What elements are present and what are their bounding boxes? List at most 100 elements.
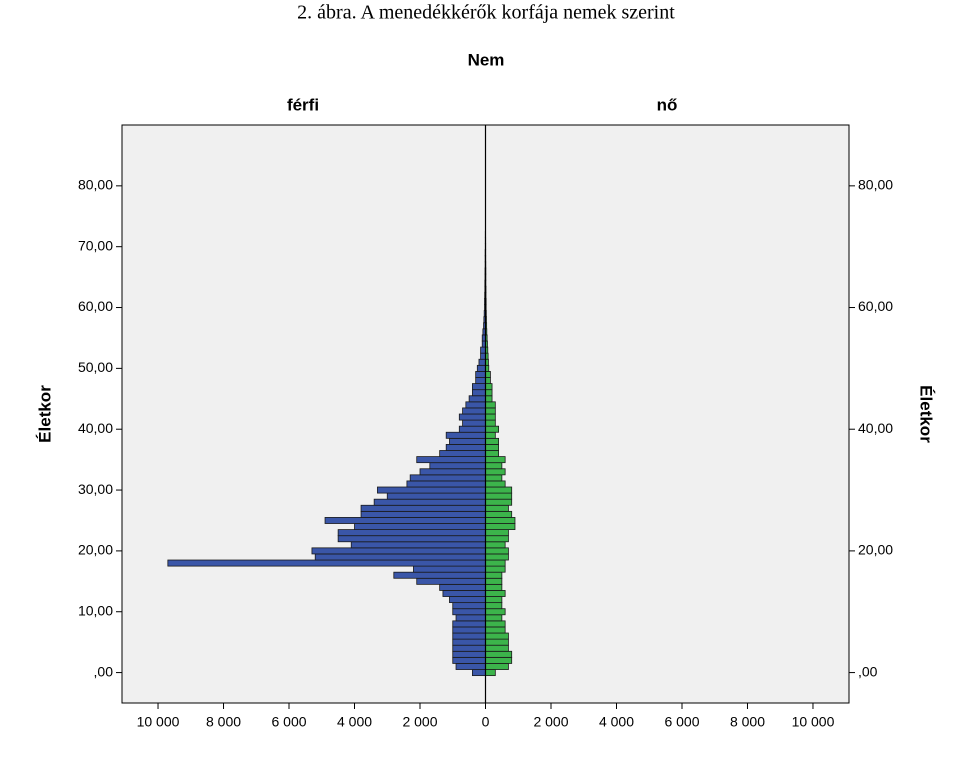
bar <box>485 669 496 677</box>
bar <box>476 364 486 372</box>
bar <box>485 523 516 531</box>
bar <box>485 644 509 652</box>
bar <box>485 437 499 445</box>
bar <box>485 620 506 628</box>
y-tick-label: 70,00 <box>78 237 113 253</box>
bar <box>406 480 486 488</box>
bar <box>472 389 486 397</box>
bar <box>468 395 486 403</box>
bar <box>485 492 513 500</box>
y-tick-label: 20,00 <box>78 542 113 558</box>
bar <box>416 456 486 464</box>
bar <box>485 577 503 585</box>
bar <box>472 383 486 391</box>
y-tick-label: 40,00 <box>78 420 113 436</box>
bar <box>485 590 506 597</box>
bar <box>485 425 499 433</box>
bar <box>485 559 506 567</box>
bar <box>485 419 496 427</box>
bar <box>485 498 513 506</box>
bar <box>485 401 496 409</box>
bar <box>449 437 486 445</box>
bar <box>475 371 486 378</box>
bar <box>485 504 509 512</box>
bar <box>445 431 486 439</box>
bar <box>360 504 486 512</box>
bar <box>485 413 496 421</box>
bar <box>439 583 486 591</box>
y-axis-label: Életkor <box>35 385 54 443</box>
bar <box>485 596 503 604</box>
bar <box>485 468 506 476</box>
y-tick-label: 30,00 <box>78 481 113 497</box>
bar <box>377 486 486 494</box>
bar <box>485 383 493 391</box>
bar <box>413 565 486 573</box>
bar <box>452 638 486 646</box>
bar <box>311 547 486 555</box>
x-tick-label: 4 000 <box>599 714 634 730</box>
x-tick-label: 2 000 <box>533 714 568 730</box>
bar <box>485 377 491 384</box>
bar <box>485 638 509 646</box>
panel-label: nő <box>657 95 678 114</box>
bar <box>485 614 503 622</box>
bar <box>360 510 486 518</box>
bar <box>485 650 513 658</box>
bar <box>472 669 486 677</box>
bar <box>455 614 486 622</box>
legend-title: Nem <box>468 50 505 69</box>
x-tick-label: 4 000 <box>337 714 372 730</box>
bar <box>485 541 506 549</box>
bar <box>485 456 506 464</box>
bar <box>465 401 486 409</box>
bar <box>480 352 486 360</box>
bar <box>485 474 503 482</box>
bar <box>419 468 486 476</box>
x-tick-label: 10 000 <box>792 714 835 730</box>
bar <box>429 462 486 470</box>
y-tick-label: 80,00 <box>78 177 113 193</box>
bar <box>462 407 486 415</box>
panel-label: férfi <box>287 95 319 114</box>
bar <box>485 608 506 616</box>
bar <box>167 559 486 567</box>
bar <box>485 480 506 488</box>
bar <box>458 425 486 433</box>
bar <box>485 602 503 610</box>
bar <box>416 577 486 585</box>
bar <box>485 371 491 378</box>
x-tick-label: 2 000 <box>402 714 437 730</box>
y2-tick-label: 60,00 <box>858 298 893 314</box>
y-tick-label: 10,00 <box>78 602 113 618</box>
bar <box>354 523 486 531</box>
bar <box>439 450 486 457</box>
bar <box>445 444 486 451</box>
bar <box>462 419 486 427</box>
bar <box>485 583 503 591</box>
bar <box>449 596 486 604</box>
bar <box>485 626 506 634</box>
bar <box>485 431 496 439</box>
x-tick-label: 8 000 <box>206 714 241 730</box>
bar <box>485 565 506 573</box>
bar <box>485 632 509 640</box>
bar <box>442 590 486 597</box>
bar <box>452 608 486 616</box>
bar <box>485 450 499 457</box>
bar <box>475 377 486 384</box>
bar <box>485 510 513 518</box>
bar <box>485 553 509 561</box>
x-tick-label: 6 000 <box>271 714 306 730</box>
bar <box>485 656 513 664</box>
x-tick-label: 8 000 <box>730 714 765 730</box>
bar <box>452 620 486 628</box>
bar <box>452 602 486 610</box>
bar <box>485 462 503 470</box>
x-tick-label: 10 000 <box>137 714 180 730</box>
bar <box>393 571 486 579</box>
y2-tick-label: 80,00 <box>858 177 893 193</box>
y-tick-label: 50,00 <box>78 359 113 375</box>
bar <box>485 571 503 579</box>
bar <box>452 650 486 658</box>
